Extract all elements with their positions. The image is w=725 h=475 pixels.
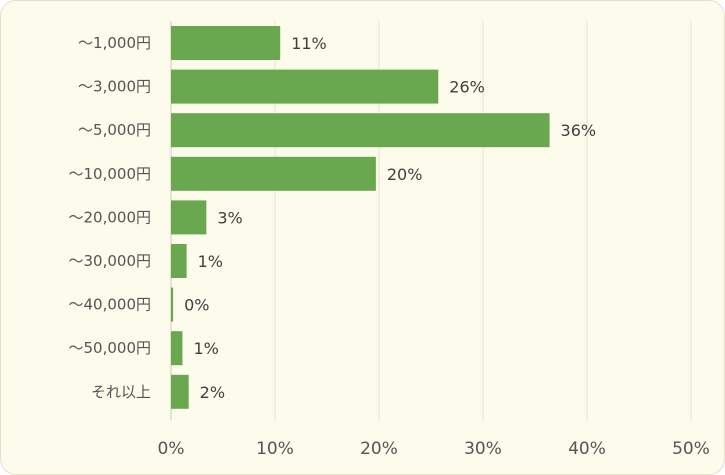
x-tick-label: 20%	[360, 439, 398, 459]
bar	[171, 244, 187, 278]
value-label: 0%	[184, 296, 209, 315]
value-label: 3%	[217, 208, 242, 227]
bar	[171, 200, 207, 235]
category-label: ～40,000円	[69, 296, 152, 314]
x-tick-label: 30%	[464, 439, 502, 459]
value-label: 11%	[291, 34, 327, 53]
bar	[171, 374, 189, 409]
category-label: ～5,000円	[78, 121, 151, 139]
value-label: 36%	[561, 121, 597, 140]
category-label: それ以上	[91, 383, 151, 401]
bar	[171, 331, 183, 366]
x-tick-label: 10%	[256, 439, 294, 459]
value-label: 26%	[449, 78, 485, 97]
bar	[171, 26, 281, 60]
category-label: ～1,000円	[78, 34, 151, 52]
category-label: ～10,000円	[69, 165, 152, 183]
bar	[171, 156, 376, 191]
value-label: 1%	[198, 252, 223, 271]
category-label: ～3,000円	[78, 78, 151, 96]
value-label: 20%	[387, 165, 423, 184]
category-label: ～30,000円	[69, 252, 152, 270]
bar	[171, 113, 550, 148]
bar	[171, 287, 174, 322]
category-label: ～20,000円	[69, 208, 152, 226]
x-tick-label: 0%	[158, 439, 185, 459]
value-label: 2%	[200, 383, 225, 402]
bar	[171, 69, 439, 104]
value-label: 1%	[193, 339, 218, 358]
x-tick-label: 40%	[568, 439, 606, 459]
category-label: ～50,000円	[69, 339, 152, 357]
x-tick-label: 50%	[672, 439, 710, 459]
